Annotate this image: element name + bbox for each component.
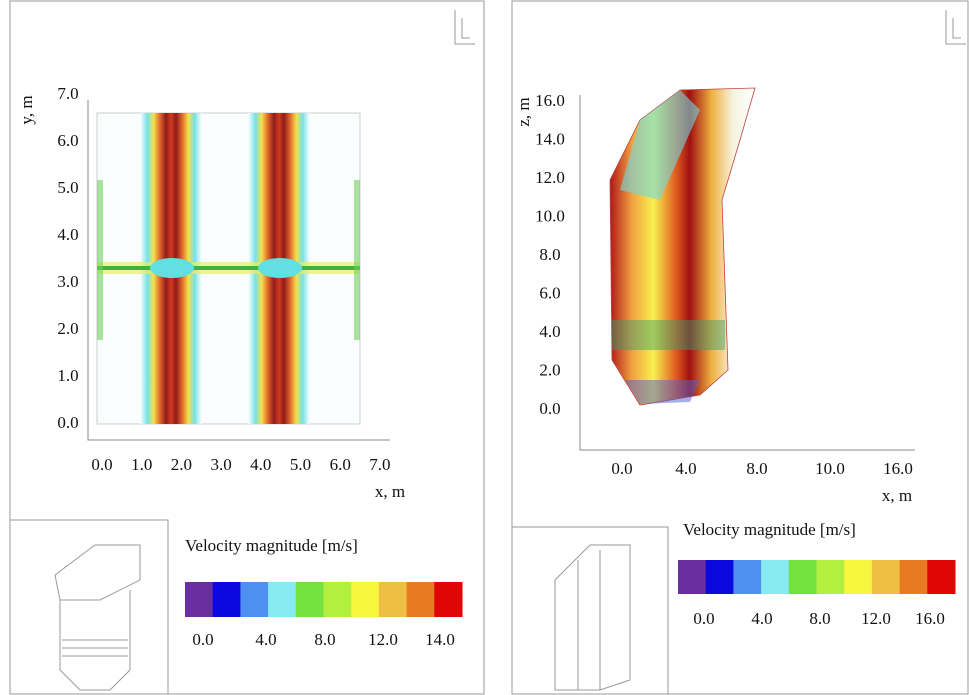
y-tick-label: 1.0: [57, 366, 78, 385]
colorbar-swatch: [733, 560, 761, 594]
y-axis-label: y, m: [17, 95, 36, 124]
velocity-field: [610, 88, 755, 405]
velocity-field: [97, 113, 360, 424]
y-tick-label: 6.0: [57, 131, 78, 150]
x-tick-label: 5.0: [290, 455, 311, 474]
colorbar-tick-label: 16.0: [915, 609, 945, 628]
y-tick-label: 2.0: [539, 360, 560, 379]
y-tick-label: 0.0: [539, 399, 560, 418]
y-tick-label: 12.0: [535, 168, 565, 187]
colorbar-tick-label: 4.0: [255, 630, 276, 649]
colorbar-swatch: [900, 560, 928, 594]
inset-frame: [512, 527, 668, 694]
y-axis-label: z, m: [514, 97, 533, 126]
colorbar-title: Velocity magnitude [m/s]: [683, 520, 856, 539]
colorbar-swatch: [706, 560, 734, 594]
y-tick-label: 14.0: [535, 129, 565, 148]
colorbar-swatch: [351, 582, 379, 617]
x-tick-label: 0.0: [91, 455, 112, 474]
colorbar-tick-label: 8.0: [809, 609, 830, 628]
x-tick-label: 6.0: [330, 455, 351, 474]
colorbar-swatch: [185, 582, 213, 617]
colorbar-swatch: [213, 582, 241, 617]
colorbar-swatch: [240, 582, 268, 617]
y-tick-label: 4.0: [57, 225, 78, 244]
colorbar-swatch: [817, 560, 845, 594]
colorbar-swatch: [296, 582, 324, 617]
x-axis-label: x, m: [882, 486, 912, 505]
colorbar-swatch: [434, 582, 462, 617]
x-tick-label: 1.0: [131, 455, 152, 474]
colorbar-swatch: [678, 560, 706, 594]
x-tick-label: 4.0: [675, 459, 696, 478]
x-tick-label: 4.0: [250, 455, 271, 474]
y-tick-label: 4.0: [539, 322, 560, 341]
y-tick-label: 10.0: [535, 206, 565, 225]
x-tick-label: 3.0: [210, 455, 231, 474]
y-tick-label: 8.0: [539, 245, 560, 264]
y-tick-label: 0.0: [57, 413, 78, 432]
colorbar-swatch: [927, 560, 955, 594]
y-tick-label: 2.0: [57, 319, 78, 338]
colorbar-tick-label: 12.0: [861, 609, 891, 628]
colorbar-swatch: [379, 582, 407, 617]
x-tick-label: 10.0: [815, 459, 845, 478]
colorbar-title: Velocity magnitude [m/s]: [185, 536, 358, 555]
x-tick-label: 0.0: [611, 459, 632, 478]
inset-frame: [10, 520, 168, 694]
y-tick-label: 6.0: [539, 283, 560, 302]
y-tick-label: 16.0: [535, 91, 565, 110]
y-tick-label: 7.0: [57, 84, 78, 103]
x-tick-label: 16.0: [883, 459, 913, 478]
x-tick-label: 8.0: [746, 459, 767, 478]
x-tick-label: 7.0: [369, 455, 390, 474]
colorbar-swatch: [324, 582, 352, 617]
corner-icon: [946, 10, 966, 44]
colorbar-tick-label: 0.0: [693, 609, 714, 628]
y-tick-label: 3.0: [57, 272, 78, 291]
colorbar-swatch: [407, 582, 435, 617]
colorbar-tick-label: 4.0: [751, 609, 772, 628]
colorbar-swatch: [844, 560, 872, 594]
y-tick-label: 5.0: [57, 178, 78, 197]
colorbar-swatch: [761, 560, 789, 594]
colorbar-tick-label: 14.0: [425, 630, 455, 649]
colorbar-tick-label: 0.0: [192, 630, 213, 649]
figure: y, m x, m z, m x, m Velocity magnitude […: [0, 0, 969, 695]
colorbar-swatch: [872, 560, 900, 594]
corner-icon: [455, 10, 475, 44]
x-axis-label: x, m: [375, 482, 405, 501]
colorbar-swatch: [268, 582, 296, 617]
colorbar-swatch: [789, 560, 817, 594]
colorbar-tick-label: 12.0: [368, 630, 398, 649]
boiler-sketch: [55, 545, 630, 690]
x-tick-label: 2.0: [171, 455, 192, 474]
colorbar-tick-label: 8.0: [314, 630, 335, 649]
